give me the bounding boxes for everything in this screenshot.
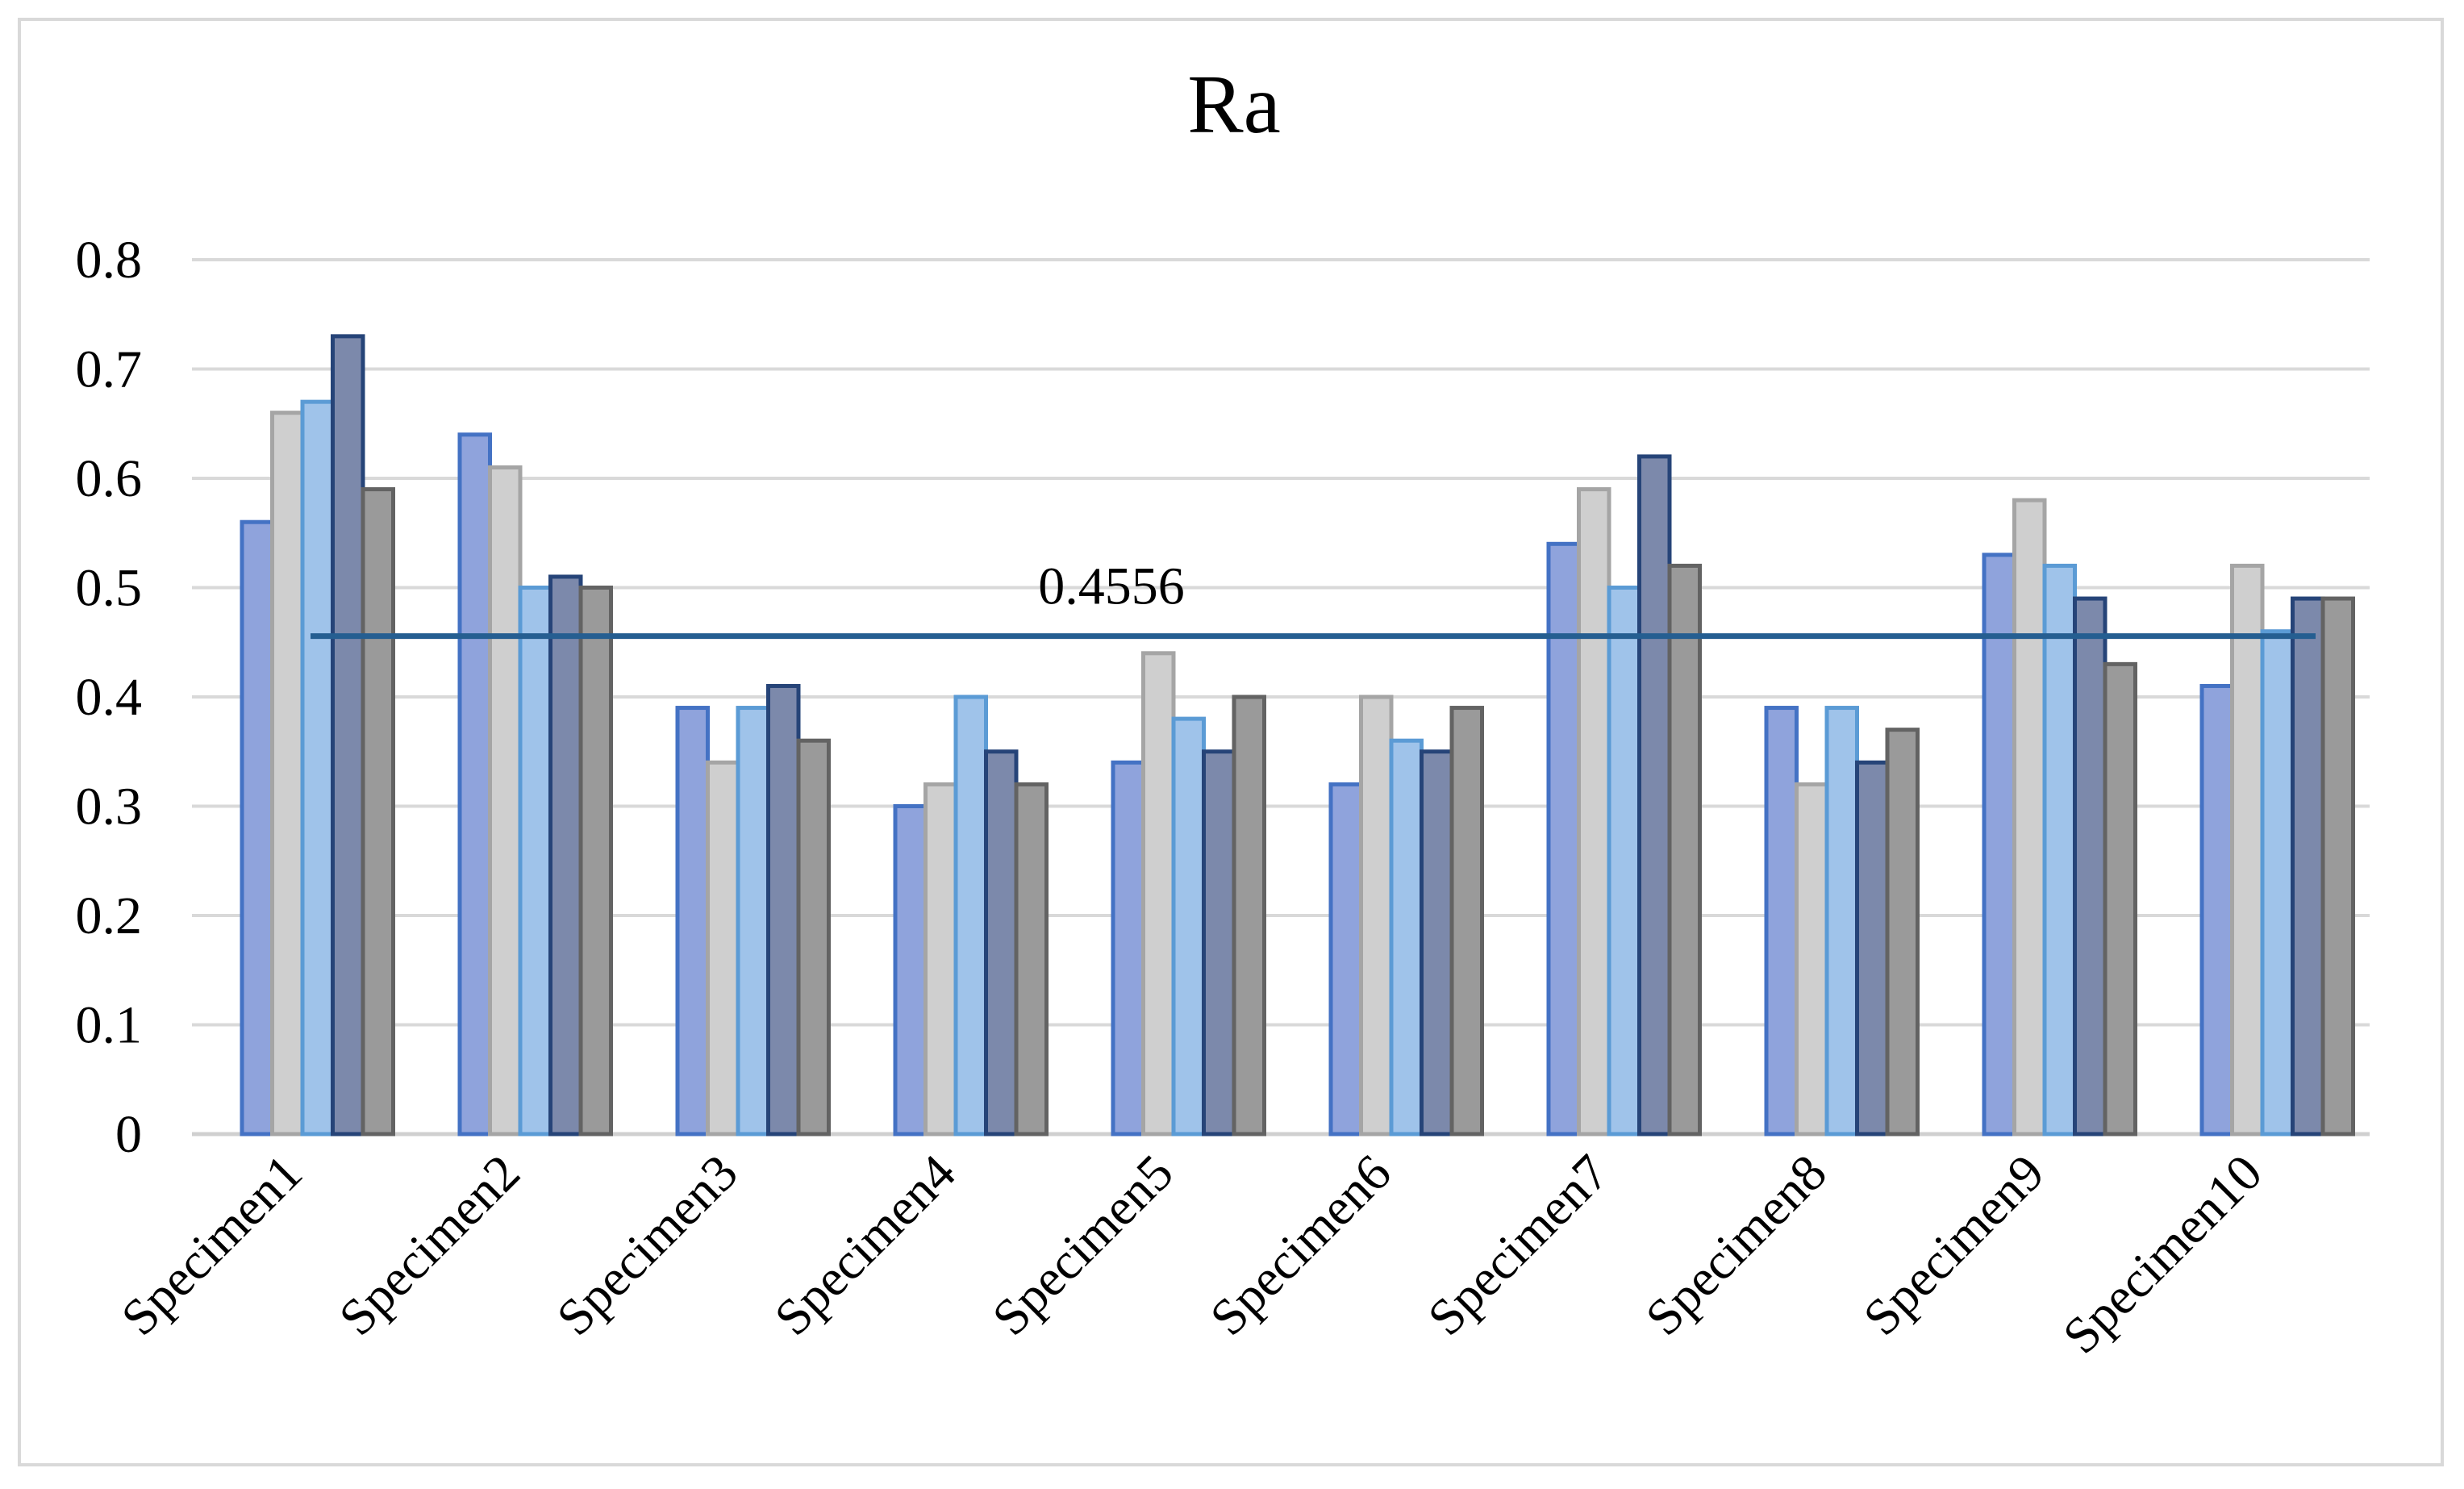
bar (2012, 498, 2047, 1137)
y-tick-label: 0.6 (76, 449, 143, 508)
bar (240, 519, 274, 1137)
bar (1855, 760, 1890, 1137)
x-category-label: Specimen4 (764, 1144, 966, 1346)
bar (1359, 694, 1394, 1137)
bars (240, 334, 2355, 1137)
bar (361, 487, 395, 1137)
bar (1982, 553, 2016, 1137)
bar (1667, 563, 1702, 1137)
bar (953, 694, 988, 1137)
bar (331, 334, 365, 1137)
bar (1824, 706, 1859, 1137)
bar (1232, 694, 1266, 1137)
bar (1764, 706, 1799, 1137)
bar (2103, 661, 2137, 1137)
bar (2291, 596, 2325, 1137)
chart-frame: Ra 0 0.1 0.2 0.3 0.4 0.5 0.6 0.7 0.8 Specimen1 Sp… (18, 18, 2444, 1466)
y-tick-label: 0.5 (76, 559, 143, 618)
x-category-label: Specimen5 (982, 1144, 1184, 1346)
bar (1202, 749, 1236, 1137)
bar (2230, 563, 2265, 1137)
x-axis-categories: Specimen1 Specimen2 Specimen3 Specimen4 Spec… (110, 1144, 2273, 1365)
ra-bar-chart: Ra 00.10.20.30.40.50.60.70.8 Specimen1 Sp… (76, 58, 2370, 1365)
x-category-label: Specimen9 (1853, 1144, 2055, 1346)
bar (457, 432, 492, 1137)
bar (1885, 728, 1920, 1137)
bar (766, 683, 801, 1137)
y-tick-label: 0 (115, 1105, 142, 1164)
bar (1014, 782, 1049, 1137)
y-tick-label: 0.8 (76, 231, 143, 290)
x-category-label: Specimen8 (1635, 1144, 1837, 1346)
bar (518, 586, 552, 1137)
y-tick-label: 0.3 (76, 778, 143, 836)
bar (923, 782, 958, 1137)
y-tick-label: 0.1 (76, 996, 143, 1055)
bar (1420, 749, 1454, 1137)
bar (548, 574, 583, 1137)
x-category-label: Specimen7 (1417, 1144, 1620, 1346)
bar (1607, 586, 1641, 1137)
bar (2320, 596, 2355, 1137)
bar (706, 760, 740, 1137)
bar (736, 706, 770, 1137)
mean-line-group: 0.4556 (311, 557, 2316, 640)
bar (893, 804, 928, 1137)
bar (2073, 596, 2108, 1137)
bar (300, 399, 335, 1137)
x-category-label: Specimen6 (1199, 1144, 1402, 1346)
x-category-label: Specimen2 (328, 1144, 531, 1346)
y-tick-label: 0.4 (76, 668, 143, 727)
bar (1328, 782, 1363, 1137)
bar (2260, 629, 2295, 1137)
bar (1171, 716, 1206, 1137)
bar (2199, 683, 2234, 1137)
bar (984, 749, 1019, 1137)
bar (796, 738, 831, 1137)
y-axis-ticks: 0 0.1 0.2 0.3 0.4 0.5 0.6 0.7 0.8 (76, 231, 143, 1164)
bar (1111, 760, 1145, 1137)
mean-line-label: 0.4556 (1038, 557, 1185, 616)
bar (1637, 454, 1672, 1137)
x-category-label: Specimen1 (110, 1144, 313, 1346)
bar (1449, 706, 1484, 1137)
bar (1577, 487, 1611, 1137)
bar (488, 465, 523, 1137)
y-tick-label: 0.2 (76, 886, 143, 945)
bar (675, 706, 710, 1137)
bar (1546, 541, 1581, 1137)
bar (578, 586, 613, 1137)
bar (1795, 782, 1829, 1137)
bar (270, 411, 305, 1137)
bar (1389, 738, 1424, 1137)
x-category-label: Specimen10 (2052, 1144, 2273, 1365)
bar (1141, 651, 1176, 1137)
y-tick-label: 0.7 (76, 340, 143, 399)
x-category-label: Specimen3 (546, 1144, 748, 1346)
chart-title: Ra (1187, 58, 1281, 151)
bar (2042, 563, 2077, 1137)
